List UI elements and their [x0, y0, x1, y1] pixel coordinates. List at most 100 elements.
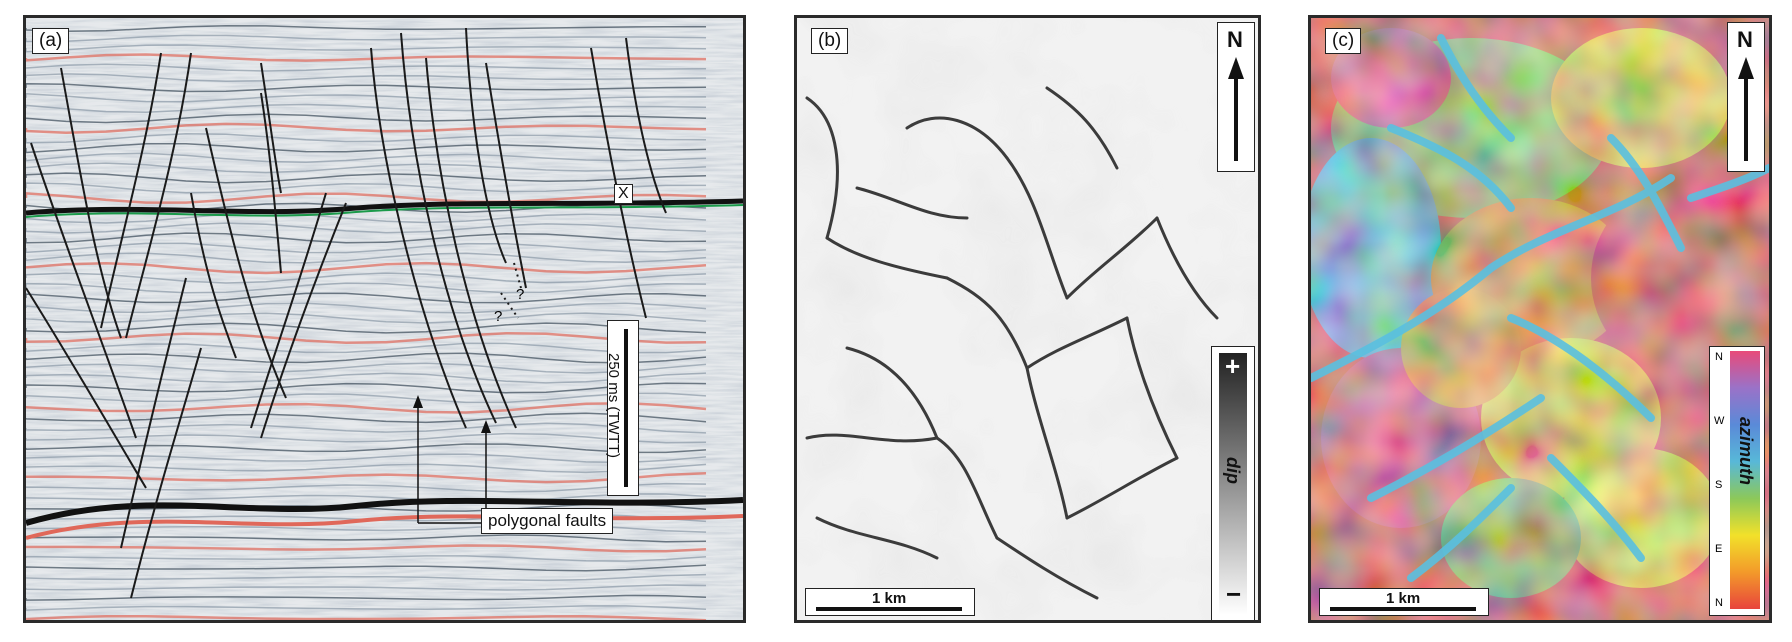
reflector-line — [26, 555, 707, 562]
reflector-line — [26, 24, 707, 33]
fault-line — [26, 287, 147, 489]
reflector-line — [26, 103, 707, 113]
azimuth-tick-s: S — [1715, 479, 1723, 491]
fault-trace — [995, 536, 1099, 600]
reflector-line — [26, 222, 707, 234]
reflector-line — [26, 232, 707, 244]
basal-horizon — [26, 497, 743, 526]
reflector-line — [26, 605, 707, 611]
fault-line — [250, 192, 327, 429]
fault-line — [260, 92, 282, 274]
fault-trace — [945, 276, 1029, 370]
fault-trace — [1387, 124, 1515, 212]
horizon-x-dark — [26, 198, 743, 216]
fault-trace — [1407, 484, 1515, 582]
reflector-line — [26, 312, 707, 324]
fault-trace — [1367, 394, 1545, 502]
scale-bar-line — [624, 329, 628, 487]
fault-trace — [1437, 34, 1515, 142]
panel-a-seismic-section: (a) X ? ? 250 ms (TWTT) polygonal faults — [23, 15, 746, 623]
reflector-line — [26, 152, 707, 163]
fault-line — [30, 142, 137, 439]
fault-line — [260, 62, 282, 194]
distance-scale-label: 1 km — [1386, 590, 1421, 607]
reflector-line — [26, 272, 707, 284]
panel-c-azimuth-map: (c) N N W S E N azimuth 1 km — [1308, 15, 1772, 623]
dip-legend-plus: + — [1225, 351, 1241, 381]
reflector-line — [26, 382, 707, 394]
fault-trace — [825, 236, 949, 280]
scale-bar-line — [816, 607, 962, 611]
fault-trace — [805, 96, 839, 240]
reflector-line — [26, 172, 707, 184]
fault-line — [130, 347, 202, 599]
azimuth-attribute-map — [1311, 18, 1769, 620]
reflector-line — [26, 83, 707, 93]
reflector-line — [26, 252, 707, 264]
reflector-line — [26, 594, 707, 601]
fault-line — [400, 32, 497, 424]
reflector-line — [26, 482, 707, 493]
reflector-line — [26, 212, 707, 224]
azimuth-color-wheel-ramp — [1730, 351, 1760, 609]
reflector-line — [26, 564, 707, 572]
polygonal-faults-annotation: polygonal faults — [481, 508, 614, 534]
arrow-head — [481, 420, 491, 433]
distance-scale-label: 1 km — [872, 590, 907, 607]
reflector-line — [26, 372, 707, 384]
fault-trace — [1065, 216, 1159, 300]
horizon-x-marker: X — [614, 184, 633, 204]
north-arrow: N — [1727, 22, 1765, 172]
horizon-x-green — [26, 204, 743, 218]
dip-attribute-map — [797, 18, 1258, 620]
reflector-line — [26, 453, 707, 464]
azimuth-tick-n-end: N — [1715, 597, 1723, 609]
fault-line — [120, 277, 187, 549]
reflector-lines — [26, 24, 707, 620]
fault-line — [260, 202, 347, 439]
reflector-line — [26, 302, 707, 314]
reflector-line — [26, 162, 707, 174]
reflector-line — [26, 584, 707, 591]
north-arrow-icon — [1228, 57, 1244, 161]
reflector-line — [26, 261, 707, 275]
reflector-line — [26, 44, 707, 53]
fault-line — [205, 127, 287, 399]
fault-trace — [845, 346, 939, 440]
dip-color-ramp — [1219, 353, 1247, 615]
reflector-line — [26, 463, 707, 474]
fault-trace — [1311, 264, 1495, 382]
fault-trace — [1065, 456, 1179, 520]
azimuth-tick-e: E — [1715, 543, 1723, 555]
azimuth-tick-w: W — [1714, 415, 1725, 427]
scale-bar-line — [1330, 607, 1476, 611]
fault-trace — [1045, 86, 1119, 170]
azimuth-tick-n: N — [1715, 351, 1723, 363]
dotted-fault-extension — [513, 262, 522, 289]
question-mark: ? — [516, 286, 525, 303]
north-arrow-icon — [1738, 57, 1754, 161]
fault-line — [370, 47, 467, 429]
panel-b-dip-map: (b) N + − dip 1 km — [794, 15, 1261, 623]
reflector-line — [26, 392, 707, 404]
fault-line — [100, 52, 162, 329]
fault-trace — [805, 433, 939, 443]
fault-lines — [26, 27, 667, 599]
azimuth-legend-title: azimuth — [1736, 417, 1756, 486]
fault-traces — [805, 86, 1219, 600]
reflector-line — [26, 322, 707, 334]
fault-line — [465, 27, 507, 264]
reflector-line — [26, 614, 707, 620]
dip-legend-minus: − — [1226, 579, 1242, 609]
fault-trace — [1025, 316, 1129, 370]
reflector-line — [26, 53, 707, 62]
reflector-line — [26, 331, 707, 345]
panel-c-label: (c) — [1325, 28, 1362, 54]
reflector-line — [26, 401, 707, 414]
reflector-line — [26, 242, 707, 254]
arrow-head — [413, 395, 423, 408]
fault-line — [625, 37, 667, 214]
reflector-line — [26, 113, 707, 124]
reflector-line — [26, 362, 707, 374]
reflector-line — [26, 63, 707, 72]
